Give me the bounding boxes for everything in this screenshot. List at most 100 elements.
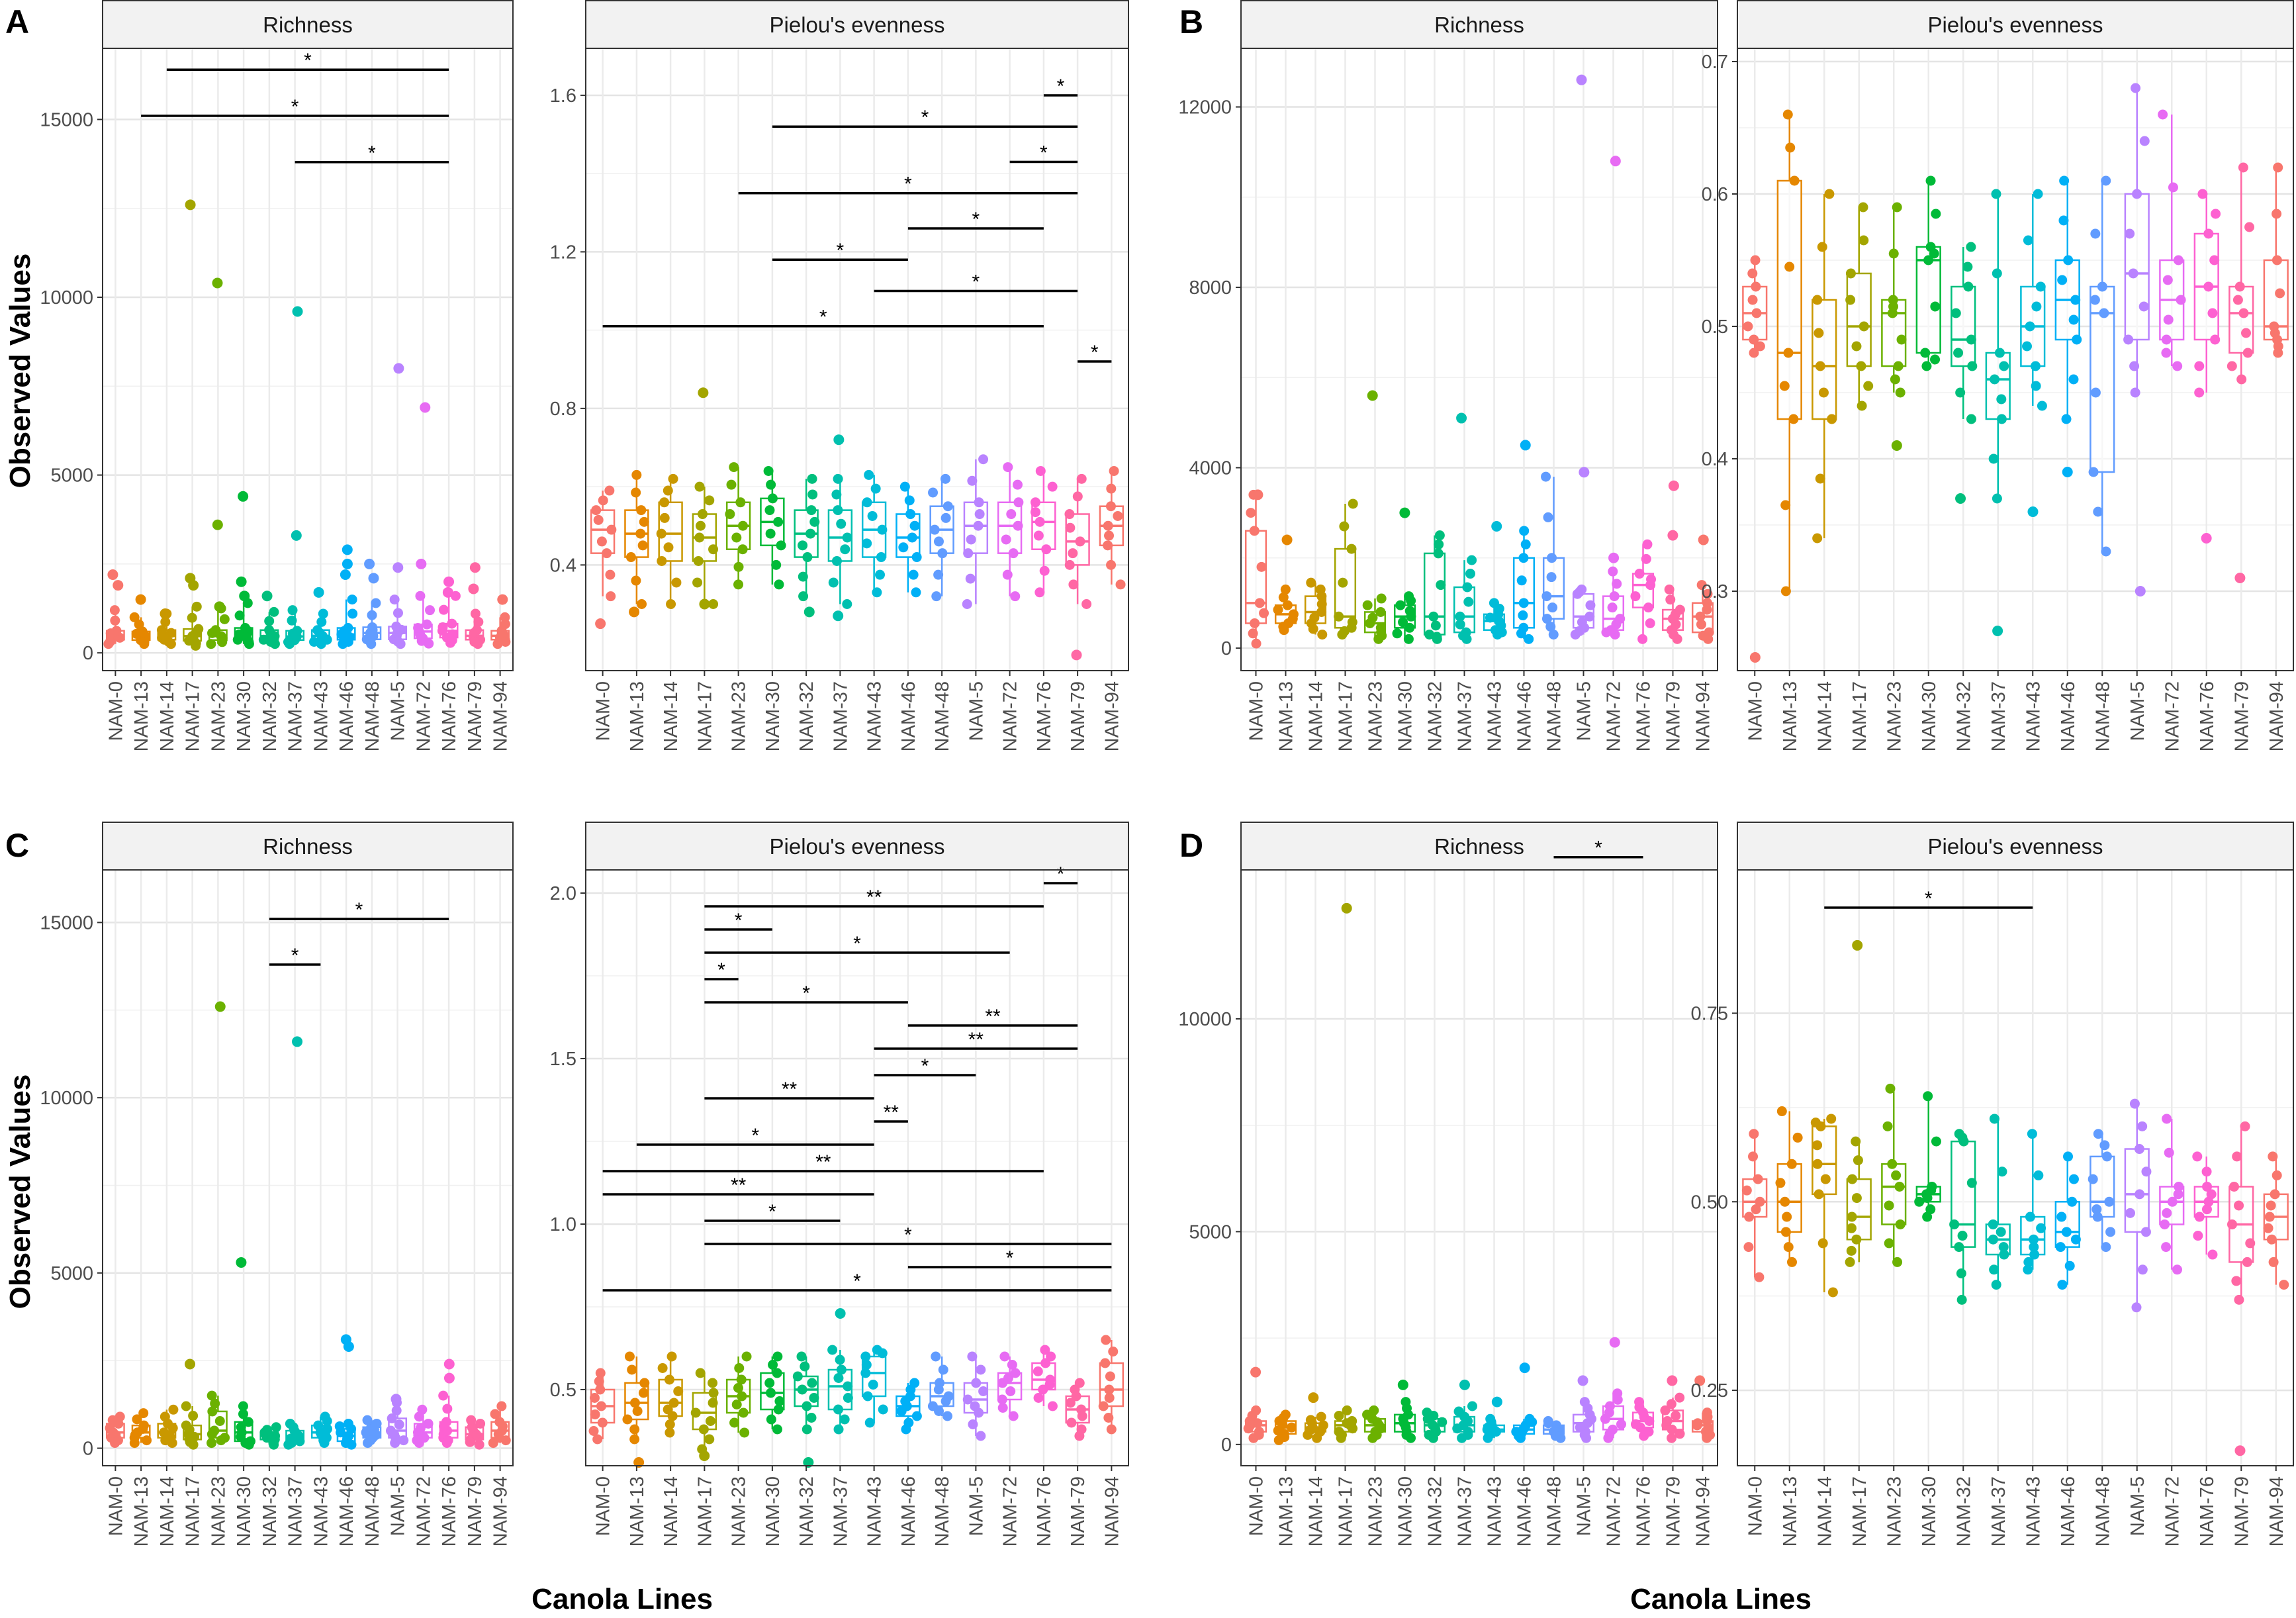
data-point — [416, 636, 427, 646]
data-point — [2035, 281, 2046, 292]
data-point — [1458, 630, 1469, 641]
panel-b-richness: Richness 0 4000 8000 12000 NAM-0 NAM-13 NAM-14 N… — [1178, 0, 1718, 751]
data-point — [1574, 626, 1584, 636]
data-point — [731, 1400, 742, 1409]
data-point — [1012, 479, 1023, 490]
data-point — [1305, 1415, 1316, 1425]
box-nam-17 — [692, 387, 719, 610]
data-point — [1375, 622, 1386, 633]
data-point — [606, 591, 616, 602]
y-tick-label: 0.8 — [550, 399, 576, 420]
plot-border — [102, 48, 514, 671]
box-nam-79 — [1065, 1378, 1090, 1441]
data-point — [210, 1398, 220, 1409]
data-point — [1543, 1418, 1553, 1429]
data-point — [2023, 1257, 2034, 1267]
data-point — [2272, 255, 2282, 265]
data-point — [624, 1351, 635, 1362]
x-tick-label: NAM-23 — [1884, 1476, 1905, 1547]
data-point — [2236, 374, 2247, 385]
data-point — [1810, 1118, 1821, 1128]
significance-label: ** — [884, 1102, 899, 1123]
data-point — [1755, 1196, 1765, 1207]
x-tick-label: NAM-48 — [1544, 1476, 1565, 1547]
panel-strip — [1240, 822, 1718, 871]
outlier-point — [1609, 1337, 1620, 1348]
box-nam-76 — [1031, 1345, 1058, 1411]
data-point — [240, 1438, 251, 1449]
data-point — [2129, 361, 2140, 371]
data-point — [206, 639, 216, 649]
y-tick-label: 15000 — [40, 912, 93, 933]
data-point — [168, 1404, 179, 1415]
x-tick-label: NAM-46 — [336, 681, 357, 751]
data-point — [594, 1376, 604, 1386]
data-point — [1845, 295, 1856, 305]
data-point — [2101, 1151, 2112, 1162]
box-nam-23 — [1881, 202, 1907, 451]
data-point — [1392, 628, 1402, 639]
data-point — [1705, 1429, 1716, 1440]
data-point — [2158, 109, 2168, 120]
data-point — [1789, 175, 1800, 186]
box-nam-32 — [258, 591, 280, 649]
data-point — [1002, 569, 1013, 580]
data-point — [1334, 1410, 1344, 1421]
data-point — [2135, 1189, 2145, 1200]
data-point — [963, 548, 974, 559]
significance-label: * — [921, 107, 929, 128]
data-point — [1675, 1392, 1685, 1403]
x-tick-label: NAM-5 — [388, 681, 409, 741]
box-nam-5 — [1572, 1375, 1596, 1443]
data-point — [2164, 1147, 2174, 1158]
x-tick-label: NAM-23 — [1365, 681, 1387, 751]
data-point — [1784, 262, 1795, 272]
box-nam-76 — [1030, 465, 1058, 598]
data-point — [1362, 1409, 1373, 1420]
data-point — [1851, 1234, 1862, 1245]
x-tick-label: NAM-14 — [1814, 681, 1835, 751]
outlier-point — [2201, 533, 2212, 544]
data-point — [2031, 301, 2042, 312]
data-point — [774, 1396, 785, 1406]
outlier-point — [236, 576, 247, 587]
data-point — [1996, 1227, 2006, 1237]
outlier-point — [420, 402, 431, 413]
box-nam-14 — [656, 473, 683, 609]
data-point — [1101, 1335, 1111, 1345]
box-nam-17 — [181, 1358, 203, 1450]
data-point — [1108, 1347, 1119, 1356]
box-nam-94 — [2263, 1151, 2289, 1290]
data-point — [1075, 536, 1085, 547]
data-point — [1518, 610, 1528, 621]
box-nam-48 — [2088, 1129, 2116, 1253]
box-nam-46 — [336, 544, 358, 649]
x-tick-label: NAM-94 — [1693, 681, 1714, 751]
x-tick-label: NAM-5 — [1574, 681, 1595, 741]
box-nam-5 — [2123, 83, 2150, 596]
data-point — [244, 636, 254, 647]
data-point — [1035, 465, 1046, 476]
data-point — [860, 1351, 871, 1362]
data-point — [862, 538, 872, 549]
data-point — [2139, 136, 2150, 146]
data-point — [371, 1418, 382, 1429]
data-point — [974, 497, 984, 508]
data-point — [1956, 1268, 1966, 1278]
data-point — [1362, 600, 1373, 610]
panel-strip-title: Richness — [263, 13, 353, 37]
data-point — [2099, 308, 2109, 318]
data-point — [1817, 242, 1827, 252]
x-tick-label: NAM-32 — [1953, 681, 1974, 751]
data-point — [1045, 1374, 1056, 1385]
data-point — [659, 512, 670, 523]
data-point — [704, 1434, 715, 1445]
outlier-point — [1341, 902, 1352, 914]
data-point — [1780, 1227, 1791, 1237]
box-nam-72 — [1600, 1337, 1626, 1443]
data-point — [870, 483, 881, 494]
data-point — [1988, 1234, 1998, 1245]
data-point — [1575, 587, 1585, 597]
data-point — [490, 1409, 500, 1419]
